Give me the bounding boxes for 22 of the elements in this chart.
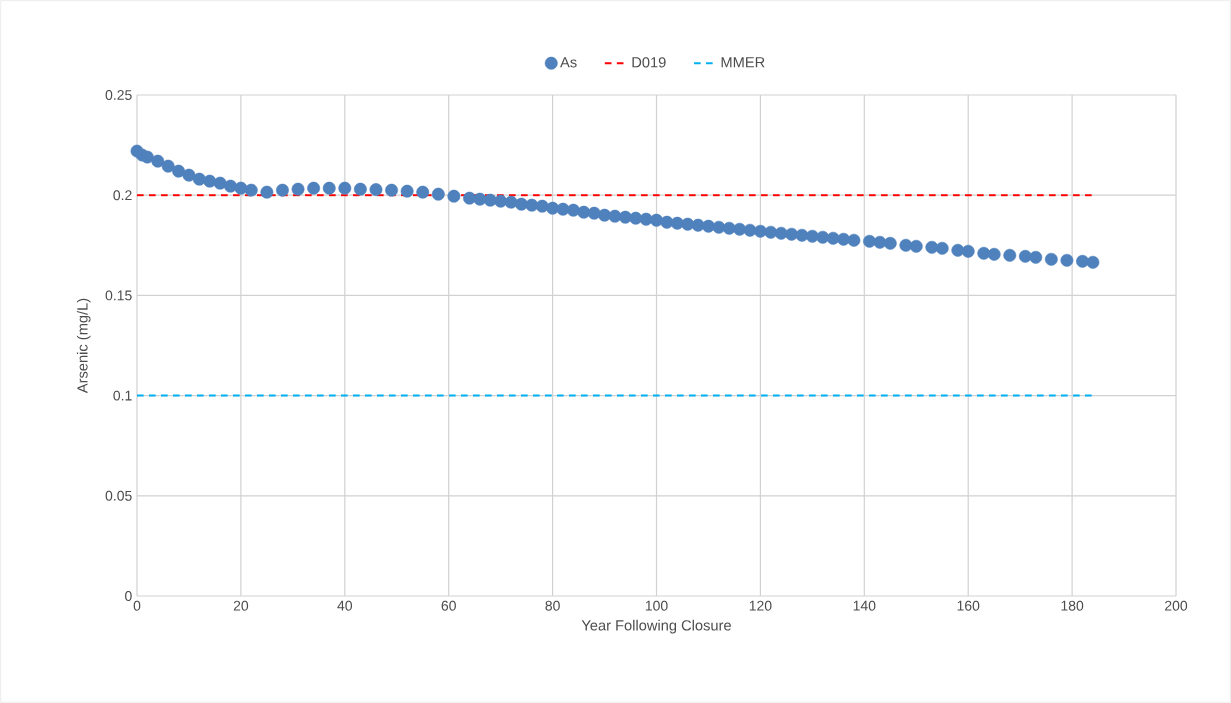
y-tick-label: 0.05 xyxy=(105,490,132,501)
x-tick-label: 200 xyxy=(1165,600,1188,611)
x-tick-label: 160 xyxy=(957,600,980,611)
x-tick-label: 100 xyxy=(645,600,668,611)
x-axis-title: Year Following Closure xyxy=(581,619,731,634)
y-tick-label: 0 xyxy=(125,591,132,601)
y-tick-label: 0.15 xyxy=(105,290,132,301)
legend-label: MMER xyxy=(721,57,765,68)
legend-label: D019 xyxy=(632,57,666,68)
y-tick-label: 0.25 xyxy=(105,90,132,100)
y-tick-label: 0.1 xyxy=(113,390,132,401)
y-axis-title: Arsenic (mg/L) xyxy=(76,298,91,394)
x-tick-label: 40 xyxy=(337,600,353,611)
x-tick-label: 80 xyxy=(545,600,560,611)
x-tick-label: 20 xyxy=(233,600,249,611)
x-tick-label: 120 xyxy=(749,600,772,611)
y-tick-label: 0.2 xyxy=(113,190,132,201)
x-tick-label: 180 xyxy=(1061,600,1084,611)
x-tick-label: 140 xyxy=(853,600,876,611)
x-tick-label: 0 xyxy=(133,600,141,611)
x-tick-label: 60 xyxy=(441,600,456,611)
legend-label: As xyxy=(560,57,577,68)
